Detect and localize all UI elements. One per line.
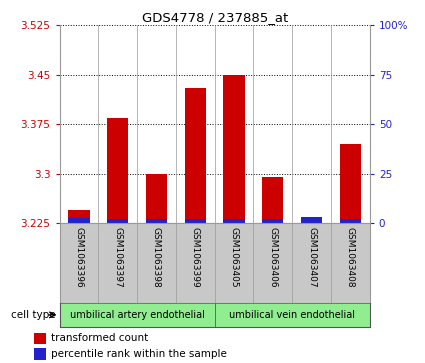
- Bar: [184, 88, 206, 223]
- Bar: [34, 333, 46, 344]
- Title: GDS4778 / 237885_at: GDS4778 / 237885_at: [142, 11, 288, 24]
- Text: GSM1063397: GSM1063397: [113, 227, 122, 288]
- Bar: [224, 219, 245, 223]
- Bar: [262, 219, 283, 223]
- Text: GSM1063407: GSM1063407: [307, 227, 316, 288]
- Bar: [340, 144, 361, 223]
- Text: GSM1063398: GSM1063398: [152, 227, 161, 288]
- Bar: [146, 174, 167, 223]
- Text: GSM1063408: GSM1063408: [346, 227, 355, 288]
- Bar: [340, 219, 361, 223]
- Text: umbilical artery endothelial: umbilical artery endothelial: [70, 310, 204, 320]
- Bar: [224, 75, 245, 223]
- Bar: [184, 219, 206, 223]
- Bar: [301, 217, 322, 223]
- Text: umbilical vein endothelial: umbilical vein endothelial: [229, 310, 355, 320]
- Text: cell type: cell type: [11, 310, 55, 320]
- Bar: [262, 177, 283, 223]
- Text: GSM1063406: GSM1063406: [268, 227, 277, 288]
- Bar: [68, 218, 90, 223]
- Bar: [107, 118, 128, 223]
- Bar: [107, 219, 128, 223]
- Bar: [215, 303, 370, 327]
- Text: transformed count: transformed count: [51, 333, 148, 343]
- Text: GSM1063399: GSM1063399: [191, 227, 200, 288]
- Text: GSM1063405: GSM1063405: [230, 227, 238, 288]
- Text: percentile rank within the sample: percentile rank within the sample: [51, 349, 227, 359]
- Text: GSM1063396: GSM1063396: [74, 227, 83, 288]
- Bar: [301, 221, 322, 223]
- Bar: [146, 219, 167, 223]
- Bar: [34, 348, 46, 360]
- Bar: [60, 303, 215, 327]
- Bar: [68, 210, 90, 223]
